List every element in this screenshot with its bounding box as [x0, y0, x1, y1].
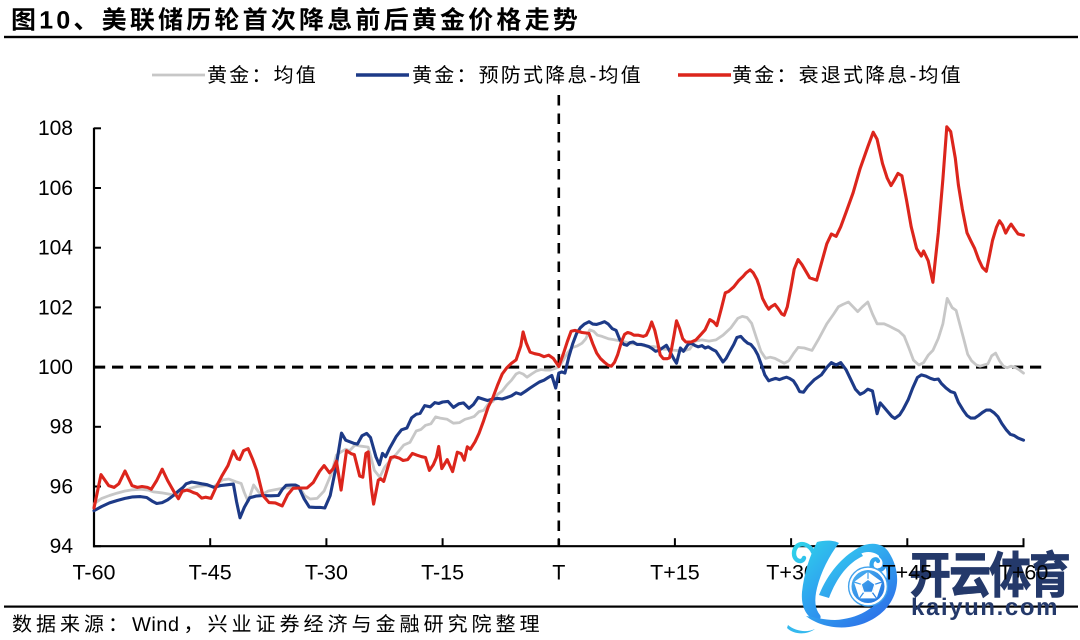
svg-text:96: 96 — [50, 475, 73, 498]
svg-text:98: 98 — [50, 416, 73, 439]
svg-text:106: 106 — [38, 177, 73, 200]
svg-text:T: T — [552, 561, 565, 585]
svg-text:T-60: T-60 — [72, 561, 115, 585]
svg-text:T-30: T-30 — [305, 561, 348, 585]
svg-text:T+45: T+45 — [882, 561, 932, 585]
svg-text:104: 104 — [38, 237, 73, 260]
svg-text:108: 108 — [38, 117, 73, 140]
svg-text:102: 102 — [38, 296, 73, 319]
svg-text:100: 100 — [38, 356, 73, 379]
svg-text:T+60: T+60 — [999, 561, 1049, 585]
svg-text:94: 94 — [50, 535, 74, 558]
svg-text:T-15: T-15 — [421, 561, 464, 585]
svg-text:T-45: T-45 — [189, 561, 232, 585]
svg-text:T+15: T+15 — [650, 561, 700, 585]
